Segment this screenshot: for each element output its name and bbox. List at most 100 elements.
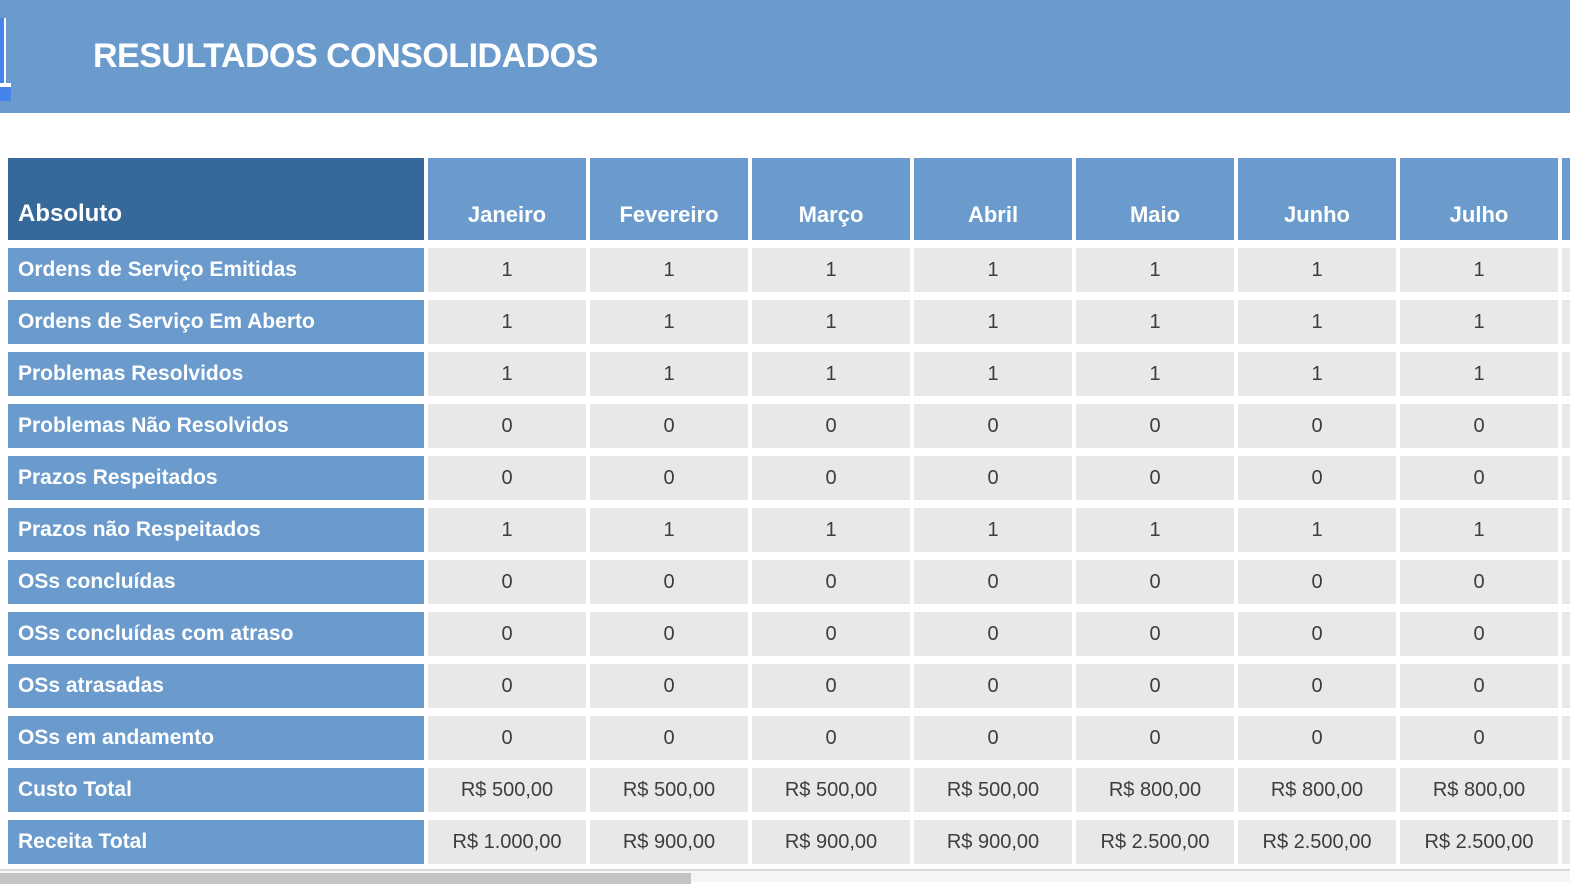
data-cell[interactable]: 1 xyxy=(1400,248,1558,292)
data-cell[interactable]: 1 xyxy=(752,248,910,292)
data-cell[interactable]: 1 xyxy=(1076,352,1234,396)
data-cell[interactable]: 1 xyxy=(1238,248,1396,292)
data-cell-partial[interactable] xyxy=(1562,560,1570,604)
data-cell[interactable]: R$ 500,00 xyxy=(590,768,748,812)
row-label-problemas-resolvidos[interactable]: Problemas Resolvidos xyxy=(8,352,424,396)
data-cell[interactable]: 0 xyxy=(428,716,586,760)
data-cell-partial[interactable] xyxy=(1562,612,1570,656)
data-cell[interactable]: 0 xyxy=(590,456,748,500)
data-cell[interactable]: 0 xyxy=(752,664,910,708)
data-cell[interactable]: 1 xyxy=(1400,300,1558,344)
row-label-oss-concluidas-com-atraso[interactable]: OSs concluídas com atraso xyxy=(8,612,424,656)
row-label-problemas-nao-resolvidos[interactable]: Problemas Não Resolvidos xyxy=(8,404,424,448)
data-cell[interactable]: 1 xyxy=(428,248,586,292)
data-cell-partial[interactable] xyxy=(1562,820,1570,864)
month-header-julho[interactable]: Julho xyxy=(1400,158,1558,240)
data-cell[interactable]: R$ 2.500,00 xyxy=(1400,820,1558,864)
data-cell[interactable]: 0 xyxy=(914,664,1072,708)
data-cell[interactable]: 1 xyxy=(1400,352,1558,396)
data-cell[interactable]: 0 xyxy=(914,456,1072,500)
data-cell-partial[interactable] xyxy=(1562,404,1570,448)
data-cell[interactable]: 1 xyxy=(1076,508,1234,552)
data-cell[interactable]: R$ 2.500,00 xyxy=(1238,820,1396,864)
data-cell[interactable]: 1 xyxy=(590,352,748,396)
data-cell[interactable]: 0 xyxy=(428,456,586,500)
data-cell[interactable]: 1 xyxy=(914,300,1072,344)
data-cell-partial[interactable] xyxy=(1562,300,1570,344)
data-cell[interactable]: 1 xyxy=(428,508,586,552)
data-cell[interactable]: R$ 900,00 xyxy=(590,820,748,864)
data-cell[interactable]: 0 xyxy=(1238,716,1396,760)
row-label-oss-atrasadas[interactable]: OSs atrasadas xyxy=(8,664,424,708)
data-cell[interactable]: 0 xyxy=(428,612,586,656)
row-label-prazos-nao-respeitados[interactable]: Prazos não Respeitados xyxy=(8,508,424,552)
data-cell[interactable]: 0 xyxy=(590,664,748,708)
data-cell[interactable]: 0 xyxy=(752,560,910,604)
month-header-marco[interactable]: Março xyxy=(752,158,910,240)
month-header-maio[interactable]: Maio xyxy=(1076,158,1234,240)
data-cell[interactable]: 0 xyxy=(914,404,1072,448)
data-cell[interactable]: 0 xyxy=(1076,716,1234,760)
data-cell[interactable]: 1 xyxy=(590,508,748,552)
row-label-oss-concluidas[interactable]: OSs concluídas xyxy=(8,560,424,604)
data-cell[interactable]: 1 xyxy=(752,300,910,344)
data-cell-partial[interactable] xyxy=(1562,716,1570,760)
data-cell[interactable]: 1 xyxy=(428,352,586,396)
month-header-junho[interactable]: Junho xyxy=(1238,158,1396,240)
data-cell[interactable]: 0 xyxy=(1238,664,1396,708)
data-cell[interactable]: R$ 500,00 xyxy=(752,768,910,812)
data-cell[interactable]: R$ 500,00 xyxy=(428,768,586,812)
data-cell[interactable]: 1 xyxy=(1238,352,1396,396)
data-cell[interactable]: 0 xyxy=(1400,404,1558,448)
row-label-ordens-de-servico-em-aberto[interactable]: Ordens de Serviço Em Aberto xyxy=(8,300,424,344)
data-cell-partial[interactable] xyxy=(1562,768,1570,812)
data-cell[interactable]: 1 xyxy=(1238,508,1396,552)
month-header-fevereiro[interactable]: Fevereiro xyxy=(590,158,748,240)
data-cell[interactable]: 0 xyxy=(1076,404,1234,448)
data-cell-partial[interactable] xyxy=(1562,248,1570,292)
data-cell[interactable]: R$ 900,00 xyxy=(914,820,1072,864)
data-cell-partial[interactable] xyxy=(1562,352,1570,396)
data-cell[interactable]: 0 xyxy=(1238,560,1396,604)
data-cell[interactable]: 1 xyxy=(914,352,1072,396)
data-cell[interactable]: 0 xyxy=(1400,560,1558,604)
data-cell[interactable]: 0 xyxy=(752,456,910,500)
row-label-oss-em-andamento[interactable]: OSs em andamento xyxy=(8,716,424,760)
data-cell[interactable]: R$ 900,00 xyxy=(752,820,910,864)
data-cell-partial[interactable] xyxy=(1562,664,1570,708)
data-cell[interactable]: 1 xyxy=(914,508,1072,552)
month-header-janeiro[interactable]: Janeiro xyxy=(428,158,586,240)
data-cell[interactable]: 0 xyxy=(590,716,748,760)
data-cell[interactable]: 1 xyxy=(590,248,748,292)
month-header-abril[interactable]: Abril xyxy=(914,158,1072,240)
data-cell[interactable]: R$ 800,00 xyxy=(1400,768,1558,812)
data-cell[interactable]: 0 xyxy=(590,560,748,604)
data-cell[interactable]: 0 xyxy=(590,612,748,656)
data-cell[interactable]: 0 xyxy=(1400,612,1558,656)
data-cell[interactable]: 1 xyxy=(1076,300,1234,344)
data-cell[interactable]: R$ 2.500,00 xyxy=(1076,820,1234,864)
data-cell[interactable]: R$ 500,00 xyxy=(914,768,1072,812)
data-cell[interactable]: 0 xyxy=(752,404,910,448)
data-cell[interactable]: 0 xyxy=(1076,612,1234,656)
horizontal-scrollbar[interactable] xyxy=(0,869,1570,882)
data-cell[interactable]: 0 xyxy=(428,560,586,604)
data-cell[interactable]: R$ 800,00 xyxy=(1076,768,1234,812)
row-label-prazos-respeitados[interactable]: Prazos Respeitados xyxy=(8,456,424,500)
corner-cell-absoluto[interactable]: Absoluto xyxy=(8,158,424,240)
data-cell[interactable]: 0 xyxy=(1238,404,1396,448)
data-cell[interactable]: 1 xyxy=(752,508,910,552)
data-cell-partial[interactable] xyxy=(1562,508,1570,552)
data-cell[interactable]: 0 xyxy=(1076,560,1234,604)
data-cell[interactable]: 0 xyxy=(752,716,910,760)
data-cell[interactable]: 1 xyxy=(914,248,1072,292)
data-cell[interactable]: 0 xyxy=(1238,456,1396,500)
row-label-custo-total[interactable]: Custo Total xyxy=(8,768,424,812)
row-label-receita-total[interactable]: Receita Total xyxy=(8,820,424,864)
data-cell[interactable]: 0 xyxy=(1076,456,1234,500)
data-cell[interactable]: 1 xyxy=(428,300,586,344)
data-cell[interactable]: R$ 1.000,00 xyxy=(428,820,586,864)
data-cell[interactable]: 0 xyxy=(914,612,1072,656)
data-cell[interactable]: 0 xyxy=(428,404,586,448)
data-cell[interactable]: 0 xyxy=(1238,612,1396,656)
